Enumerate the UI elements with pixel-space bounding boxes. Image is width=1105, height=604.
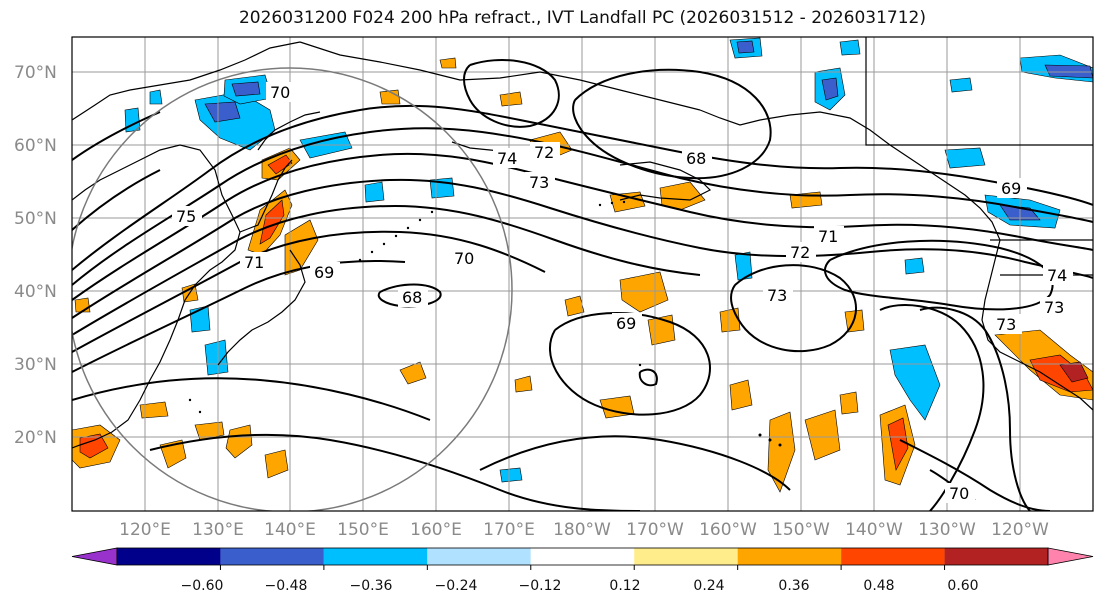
contour-label: 71 [244,253,264,272]
contour-label: 73 [767,286,787,305]
contour-label-bg [786,242,816,262]
lat-label: 70°N [14,63,57,83]
colorbar-tick-label: −0.60 [181,578,224,594]
contour-label-bg [763,285,793,305]
contour-label-bg [612,313,642,333]
contour-label-bg [1043,265,1073,285]
colorbar-tick-label: −0.48 [265,578,308,594]
contour-label-bg [530,142,560,162]
contour-label: 70 [454,249,474,268]
map-frame [71,36,1094,512]
lon-label: 150°E [337,520,389,540]
contour-label-bg [398,287,428,307]
lon-label: 120°E [119,520,171,540]
lat-label: 50°N [14,209,57,229]
contour-label-bg [493,148,523,168]
contour-label: 69 [314,263,334,282]
contour-label: 73 [529,173,549,192]
contour-label-bg [266,82,296,102]
lat-label: 20°N [14,428,57,448]
colorbar [71,547,1094,570]
colorbar-tick-label: 0.24 [693,578,724,594]
colorbar-segment [841,548,945,565]
contour-label: 74 [497,149,517,168]
colorbar-extend-low [71,547,118,566]
contour-label: 72 [790,243,810,262]
latitude-labels: 70°N 60°N 50°N 40°N 30°N 20°N [14,63,57,448]
lon-label: 140°E [264,520,316,540]
colorbar-frame [116,547,1049,566]
colorbar-tick-label: 0.36 [778,578,809,594]
contour-label: 73 [1044,298,1064,317]
lon-label: 130°E [192,520,244,540]
colorbar-tick-label: 0.60 [947,578,978,594]
warm-shading [72,57,1093,493]
colorbar-segment [117,548,221,565]
colorbar-segment [323,548,428,565]
lon-label: 140°W [845,520,903,540]
lon-label: 150°W [772,520,830,540]
lat-label: 30°N [14,355,57,375]
colorbar-tick-label: −0.12 [519,578,562,594]
contour-label-bg [172,206,202,226]
contour-label: 72 [534,143,554,162]
contour-label: 71 [818,227,838,246]
colorbar-tick-label: 0.12 [609,578,640,594]
colorbar-segment [634,548,738,565]
contour-label-bg [1040,297,1070,317]
colorbar-tick-label: −0.24 [435,578,478,594]
contour-labels: 70 74 73 72 75 71 68 69 70 68 [172,82,1073,503]
colorbar-segment [944,548,1048,565]
contour-label: 70 [270,83,290,102]
contour-label: 68 [402,288,422,307]
lon-label: 160°E [410,520,462,540]
contour-label-bg [997,178,1027,198]
contour-label: 75 [176,207,196,226]
colorbar-segment [530,548,635,565]
contour-label: 74 [1047,266,1067,285]
colorbar-segment [220,548,324,565]
colorbar-tick-label: 0.48 [863,578,894,594]
colorbar-extend-high [1047,547,1094,566]
colorbar-segment [737,548,842,565]
lat-label: 60°N [14,136,57,156]
figure-title: 2026031200 F024 200 hPa refract., IVT La… [238,8,926,28]
longitude-labels: 120°E 130°E 140°E 150°E 160°E 170°E 180°… [119,520,1049,540]
contour-label-bg [240,252,270,272]
contour-label: 73 [996,315,1016,334]
contour-label-bg [310,262,340,282]
lon-label: 170°W [626,520,684,540]
contour-label-bg [682,148,712,168]
contour-label-bg [945,483,975,503]
colorbar-tick-label: −0.36 [350,578,393,594]
contour-label: 68 [686,149,706,168]
island-chain [188,200,782,447]
lon-label: 130°W [918,520,976,540]
contour-label: 69 [1001,179,1021,198]
colorbar-labels: −0.60 −0.48 −0.36 −0.24 −0.12 0.12 0.24 … [181,578,979,594]
lon-label: 160°W [699,520,757,540]
lon-label: 180°W [553,520,611,540]
lon-label: 120°W [991,520,1049,540]
lon-label: 170°E [483,520,535,540]
map-content: 70 74 73 72 75 71 68 69 70 68 [72,37,1093,511]
contour-label-bg [450,248,480,268]
contour-label-bg [992,314,1022,334]
contour-label: 69 [616,314,636,333]
colorbar-segment [427,548,531,565]
lat-label: 40°N [14,282,57,302]
contour-label: 70 [949,484,969,503]
contour-label-bg [814,226,844,246]
contour-label-bg [525,172,555,192]
projection-circle [72,67,513,511]
